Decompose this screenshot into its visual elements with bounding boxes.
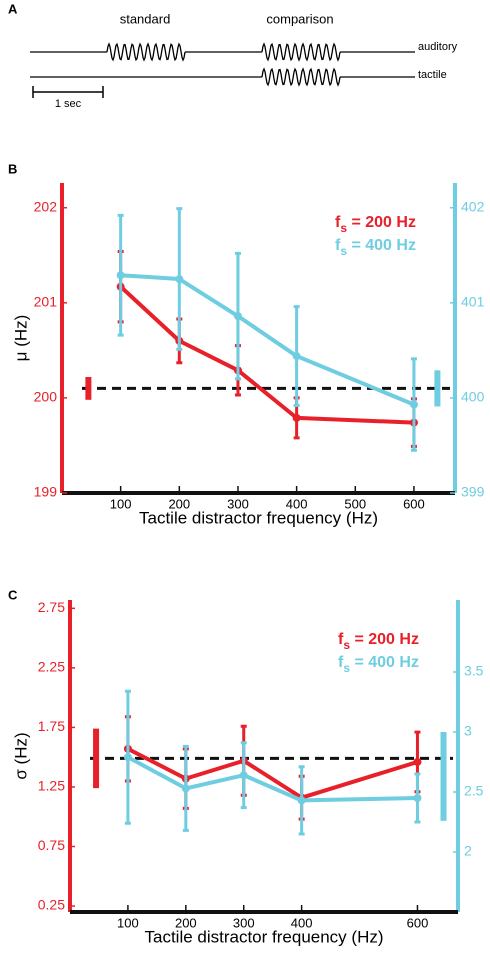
tactile-label: tactile — [418, 69, 447, 81]
series-line — [119, 285, 415, 425]
x-tick-label: 200 — [168, 496, 190, 511]
legend-sub: s — [340, 244, 347, 258]
y2-tick-label: 399 — [461, 484, 485, 500]
data-point — [413, 794, 422, 802]
x-tick-label: 300 — [227, 496, 249, 511]
panel-label: A — [8, 1, 18, 16]
legend-rest: = 400 Hz — [350, 654, 419, 671]
data-point — [233, 312, 242, 321]
legend-sub: s — [343, 638, 350, 652]
y-tick-label: 202 — [34, 198, 58, 214]
data-point — [123, 753, 132, 762]
reference-marker — [93, 728, 100, 789]
legend-rest: = 200 Hz — [347, 214, 416, 231]
y-tick-label: 199 — [34, 484, 58, 500]
x-tick-label: 100 — [110, 496, 132, 511]
reference-marker — [85, 376, 92, 400]
legend-sub: s — [343, 661, 350, 675]
legend-sub: s — [340, 221, 347, 235]
legend-base: f — [338, 631, 344, 648]
y-tick-label: 201 — [34, 294, 58, 310]
data-point — [239, 771, 248, 780]
standard-label: standard — [120, 11, 171, 26]
y-tick-label: 1.75 — [38, 718, 65, 734]
reference-marker — [440, 732, 447, 821]
y-axis-label: μ (Hz) — [11, 315, 30, 362]
y-tick-label: 1.25 — [38, 778, 65, 794]
panel-label: C — [8, 587, 18, 602]
y-tick-label: 2.25 — [38, 659, 65, 675]
y2-tick-label: 3.5 — [464, 663, 484, 679]
y2-tick-label: 3 — [464, 723, 472, 739]
scale-label: 1 sec — [55, 98, 82, 110]
data-point — [297, 796, 306, 805]
y-tick-label: 0.75 — [38, 837, 65, 853]
data-point — [175, 275, 184, 284]
legend-base: f — [335, 214, 341, 231]
x-tick-label: 300 — [233, 915, 255, 930]
auditory-track — [30, 42, 415, 62]
y2-tick-label: 401 — [461, 294, 485, 310]
panel-label: B — [8, 161, 17, 176]
data-point — [409, 400, 418, 409]
scale-bar — [32, 86, 104, 98]
data-point — [413, 757, 422, 766]
reference-marker — [434, 370, 441, 407]
y-tick-label: 2.75 — [38, 599, 65, 615]
x-tick-label: 400 — [286, 496, 308, 511]
x-axis-label: Tactile distractor frequency (Hz) — [139, 508, 378, 527]
data-point — [116, 271, 125, 280]
legend-rest: = 400 Hz — [347, 237, 416, 254]
y2-tick-label: 402 — [461, 198, 485, 214]
data-point — [181, 784, 190, 793]
x-tick-label: 600 — [407, 915, 429, 930]
legend-entry: fs = 400 Hz — [335, 237, 416, 258]
y2-tick-label: 400 — [461, 389, 485, 405]
y-tick-label: 0.25 — [38, 897, 65, 913]
legend-base: f — [335, 237, 341, 254]
tactile-track — [30, 67, 415, 87]
x-axis-label: Tactile distractor frequency (Hz) — [144, 927, 383, 946]
y2-tick-label: 2.5 — [464, 783, 484, 799]
y-tick-label: 200 — [34, 389, 58, 405]
x-tick-label: 600 — [403, 496, 425, 511]
legend-entry: fs = 400 Hz — [338, 654, 419, 675]
x-tick-label: 100 — [117, 915, 139, 930]
x-tick-label: 400 — [291, 915, 313, 930]
series-line — [120, 273, 415, 407]
auditory-label: auditory — [418, 41, 458, 53]
data-point — [292, 413, 301, 422]
legend-entry: fs = 200 Hz — [338, 631, 419, 652]
data-point — [292, 352, 301, 361]
x-tick-label: 200 — [175, 915, 197, 930]
series-line — [126, 747, 419, 800]
comparison-label: comparison — [266, 11, 333, 26]
legend-entry: fs = 200 Hz — [335, 214, 416, 235]
x-tick-label: 500 — [344, 496, 366, 511]
legend-base: f — [338, 654, 344, 671]
legend-rest: = 200 Hz — [350, 631, 419, 648]
y2-tick-label: 2 — [464, 843, 472, 859]
y-axis-label: σ (Hz) — [11, 732, 30, 779]
